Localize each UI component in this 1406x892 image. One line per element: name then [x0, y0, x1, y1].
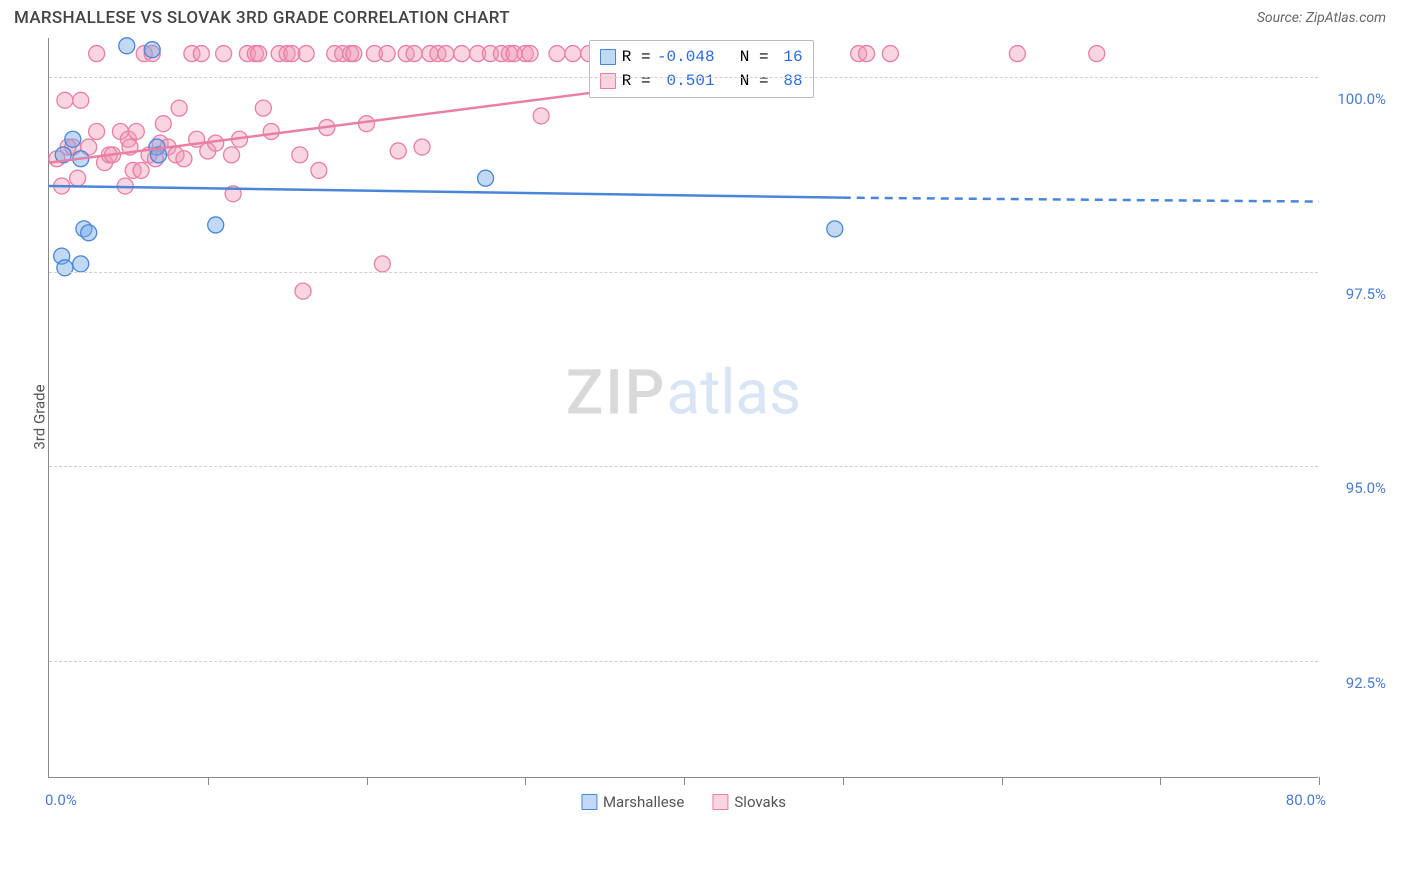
gridline [49, 466, 1318, 467]
stat-r-label: R = [622, 69, 651, 93]
data-point [292, 147, 308, 163]
data-point [70, 170, 86, 186]
data-point [827, 221, 843, 237]
data-point [298, 46, 314, 62]
data-point [533, 108, 549, 124]
data-point [81, 225, 97, 241]
chart-area: ZIPatlas R =-0.048 N =16R = 0.501 N =88 … [48, 38, 1358, 778]
legend-swatch [581, 794, 597, 810]
data-point [374, 256, 390, 272]
data-point [346, 46, 362, 62]
data-point [171, 100, 187, 116]
data-point [208, 217, 224, 233]
legend-label: Marshallese [603, 793, 684, 811]
data-point [284, 46, 300, 62]
data-point [311, 162, 327, 178]
data-point [155, 116, 171, 132]
x-tick [843, 777, 844, 785]
data-point [208, 135, 224, 151]
y-tick-label: 97.5% [1346, 285, 1386, 303]
data-point [119, 38, 135, 54]
data-point [176, 151, 192, 167]
stat-n-label: N = [721, 45, 769, 69]
data-point [128, 123, 144, 139]
data-point [406, 46, 422, 62]
trend-line [843, 198, 1319, 202]
data-point [251, 46, 267, 62]
y-tick-label: 92.5% [1346, 674, 1386, 692]
legend-item: Slovaks [712, 793, 786, 811]
y-tick-label: 95.0% [1346, 479, 1386, 497]
data-point [295, 283, 311, 299]
x-tick [1319, 777, 1320, 785]
data-point [882, 46, 898, 62]
data-point [390, 143, 406, 159]
stat-n-label: N = [721, 69, 769, 93]
data-point [89, 46, 105, 62]
stat-r-label: R = [622, 45, 651, 69]
data-point [859, 46, 875, 62]
gridline [49, 77, 1318, 78]
stat-n-value: 88 [775, 69, 803, 93]
data-point [144, 42, 160, 58]
source-label: Source: ZipAtlas.com [1257, 10, 1386, 26]
data-point [57, 92, 73, 108]
data-point [133, 162, 149, 178]
data-point [216, 46, 232, 62]
gridline [49, 661, 1318, 662]
series-swatch [600, 49, 616, 65]
data-point [89, 123, 105, 139]
stat-n-value: 16 [775, 45, 803, 69]
data-point [522, 46, 538, 62]
stat-row: R = 0.501 N =88 [600, 69, 803, 93]
x-tick [208, 777, 209, 785]
legend: Marshallese Slovaks [581, 793, 786, 811]
data-point [73, 92, 89, 108]
data-point [263, 123, 279, 139]
data-point [255, 100, 271, 116]
data-point [438, 46, 454, 62]
x-axis-max-label: 80.0% [1286, 791, 1326, 809]
data-point [379, 46, 395, 62]
stat-row: R =-0.048 N =16 [600, 45, 803, 69]
scatter-svg [49, 38, 1319, 778]
x-tick [1002, 777, 1003, 785]
x-axis-min-label: 0.0% [45, 791, 77, 809]
data-point [454, 46, 470, 62]
data-point [565, 46, 581, 62]
stat-r-value: 0.501 [657, 69, 715, 93]
data-point [193, 46, 209, 62]
gridline [49, 272, 1318, 273]
x-tick [1160, 777, 1161, 785]
data-point [73, 256, 89, 272]
correlation-legend-box: R =-0.048 N =16R = 0.501 N =88 [589, 40, 814, 98]
plot-region: ZIPatlas R =-0.048 N =16R = 0.501 N =88 … [48, 38, 1318, 778]
legend-item: Marshallese [581, 793, 684, 811]
x-tick [367, 777, 368, 785]
y-axis-label: 3rd Grade [31, 384, 49, 449]
legend-swatch [712, 794, 728, 810]
data-point [65, 131, 81, 147]
data-point [57, 260, 73, 276]
legend-label: Slovaks [734, 793, 786, 811]
y-tick-label: 100.0% [1337, 90, 1386, 108]
stat-r-value: -0.048 [657, 45, 715, 69]
trend-line [49, 186, 843, 198]
x-tick [684, 777, 685, 785]
data-point [478, 170, 494, 186]
series-swatch [600, 73, 616, 89]
data-point [414, 139, 430, 155]
data-point [1089, 46, 1105, 62]
data-point [549, 46, 565, 62]
data-point [224, 147, 240, 163]
x-tick [525, 777, 526, 785]
data-point [1009, 46, 1025, 62]
chart-title: MARSHALLESE VS SLOVAK 3RD GRADE CORRELAT… [14, 8, 510, 28]
